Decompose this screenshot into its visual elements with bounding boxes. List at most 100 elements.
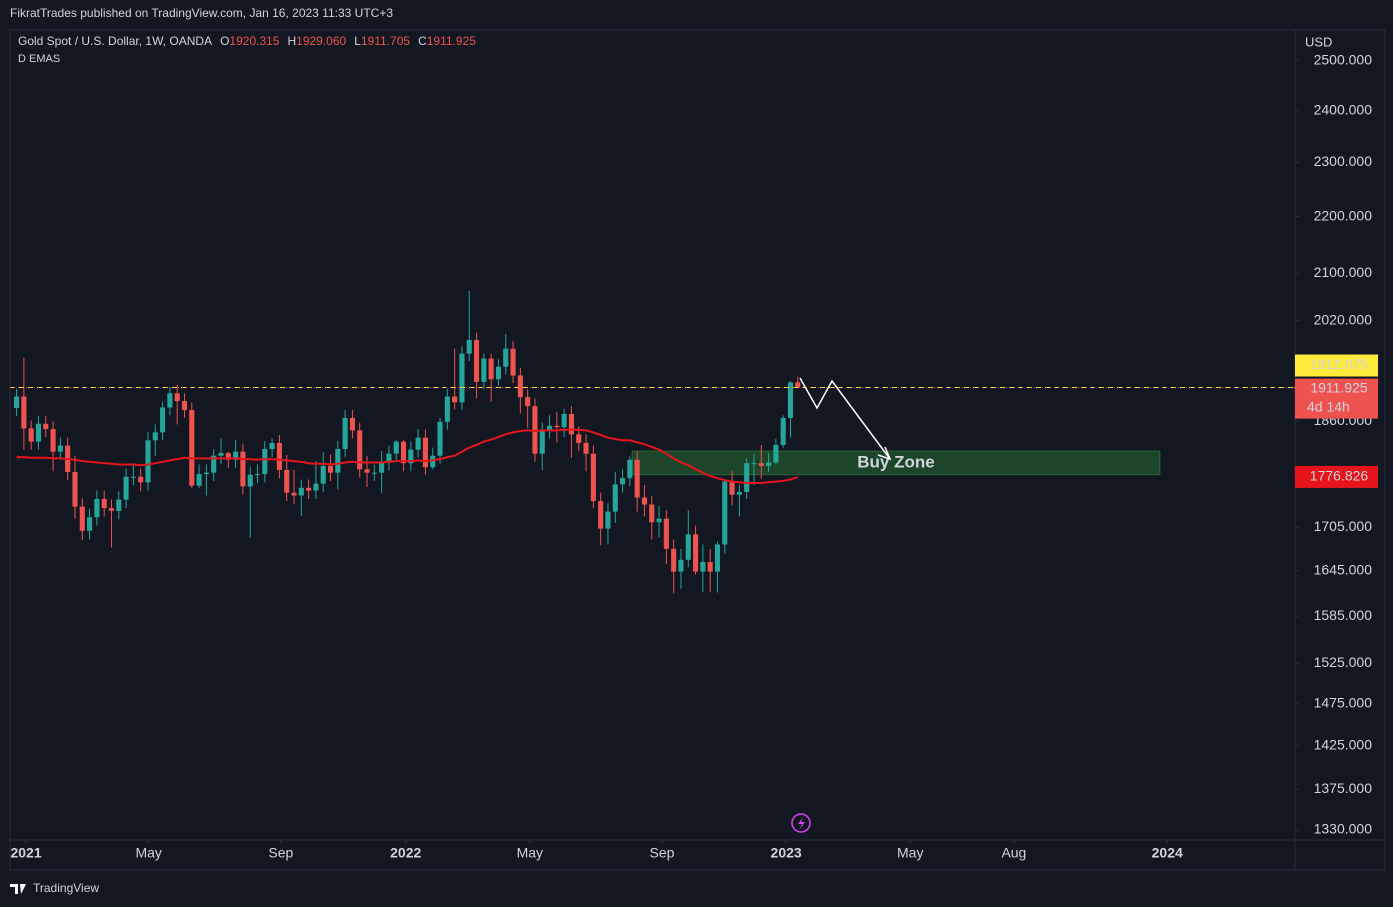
legend-key: C [418, 34, 427, 48]
candle-body [605, 511, 611, 529]
candle-body [108, 508, 115, 511]
ema-line [16, 428, 799, 484]
candle-body [787, 382, 794, 418]
candle-body [276, 442, 282, 470]
legend: Gold Spot / U.S. Dollar, 1W, OANDA O1920.… [18, 34, 476, 48]
candle-body [35, 423, 42, 442]
candle-body [583, 442, 589, 454]
candle-body [174, 393, 180, 402]
ema-label: 1776.826 [1310, 468, 1369, 484]
candle-body [284, 469, 290, 493]
arrow-head [877, 446, 892, 461]
candle-body [744, 463, 750, 492]
bolt [798, 817, 805, 830]
candle-body [576, 434, 582, 443]
candle-body [254, 474, 261, 476]
legend-value: 1911.705 [361, 34, 410, 48]
candle-body [247, 474, 253, 487]
x-tick-label: May [897, 845, 923, 861]
candle-body [298, 487, 304, 496]
candle-body [291, 492, 297, 496]
candle-body [517, 375, 523, 398]
footer-brand: TradingView [33, 881, 99, 895]
indicator-name: D EMAS [18, 53, 60, 65]
candle-body [620, 478, 626, 485]
candle-body [28, 428, 34, 442]
y-tick-label: 1475.000 [1314, 694, 1373, 710]
projection-arrow [799, 377, 891, 460]
candle-body [371, 472, 377, 474]
candle-body [196, 474, 202, 486]
candle-body [459, 353, 465, 403]
candle-body [590, 453, 596, 502]
candle-body [554, 425, 560, 428]
candle-body [598, 501, 604, 529]
candle-body [685, 534, 691, 560]
candle-body [495, 366, 502, 380]
candle-body [736, 491, 742, 495]
candle-body [327, 465, 334, 473]
candle-body [14, 396, 20, 409]
candle-body [452, 396, 458, 403]
x-tick-label: 2023 [771, 845, 802, 861]
tv-logo [10, 884, 26, 894]
candle-body [313, 483, 319, 491]
candle-body [773, 444, 779, 463]
x-tick-label: 2022 [390, 845, 421, 861]
candle-body [766, 462, 772, 466]
candle-body [50, 429, 56, 452]
candle-body [656, 518, 662, 523]
candle-body [145, 440, 151, 483]
zone-label: Buy Zone [857, 452, 934, 471]
y-tick-label: 1705.000 [1314, 518, 1373, 534]
x-tick-label: 2024 [1152, 845, 1183, 861]
candle-body [160, 407, 166, 433]
legend-value: 1920.315 [229, 34, 279, 48]
candle-body [218, 453, 224, 456]
y-tick-label: 2200.000 [1314, 207, 1373, 223]
publisher-line: FikratTrades published on TradingView.co… [10, 6, 393, 20]
candle-body [795, 382, 801, 388]
events-icon[interactable] [791, 813, 811, 833]
y-tick-label: 2300.000 [1314, 153, 1373, 169]
y-tick-label: 2020.000 [1314, 311, 1373, 327]
legend-key: H [287, 34, 296, 48]
y-tick-label: 1525.000 [1314, 654, 1373, 670]
candle-body [641, 497, 648, 505]
x-tick-label: May [517, 845, 543, 861]
candle-body [532, 406, 538, 454]
candle-body [510, 348, 516, 376]
candle-body [663, 518, 669, 549]
y-tick-label: 2100.000 [1314, 264, 1373, 280]
candle-body [364, 469, 370, 473]
y-tick-label: 1585.000 [1314, 607, 1373, 623]
candle-body [627, 459, 633, 479]
y-tick-label: 1330.000 [1314, 821, 1373, 837]
candle-body [546, 425, 553, 431]
x-tick-label: Aug [1001, 845, 1026, 861]
candle-body [780, 417, 786, 445]
candle-body [379, 462, 385, 473]
candle-body [57, 445, 63, 452]
price-line-badge [1295, 354, 1378, 377]
candle-body [415, 437, 421, 450]
candle-body [503, 348, 509, 367]
candle-body [167, 393, 173, 408]
candle-body [72, 472, 78, 507]
candle-body [101, 498, 107, 509]
y-tick-label: 2400.000 [1314, 101, 1373, 117]
x-tick-label: 2021 [10, 845, 41, 861]
last-price-label: 1911.925 [1310, 379, 1368, 395]
y-tick-label: 1425.000 [1314, 737, 1373, 753]
candle-body [240, 451, 246, 487]
plot: 1330.000 1375.000 1425.000 1475.000 1525.000… [10, 52, 1372, 861]
candle-body [116, 499, 122, 511]
candle-body [386, 453, 392, 463]
candle-body [233, 451, 239, 460]
candle-body [729, 481, 735, 495]
candle-body [225, 453, 231, 460]
candle-body [262, 448, 268, 475]
candle-body [539, 430, 545, 454]
